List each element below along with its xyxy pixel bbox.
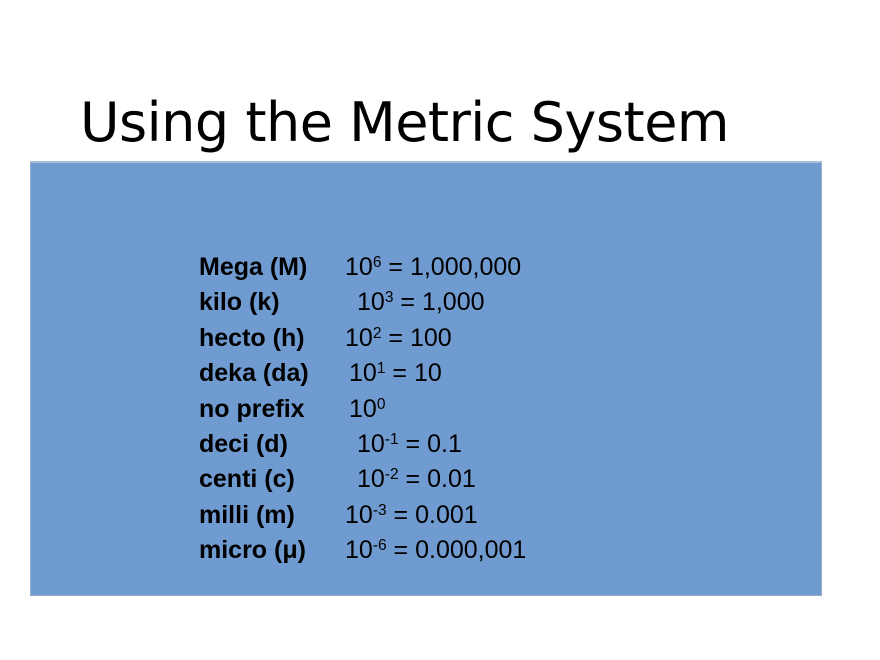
prefix-power: 10-2 = 0.01 [357,462,476,497]
content-panel: Mega (M) 106 = 1,000,000 kilo (k) 103 = 1,… [30,161,822,596]
power-base: 10 [357,465,385,494]
prefix-name: centi (c) [199,465,295,494]
power-base: 10 [345,323,373,352]
page-title: Using the Metric System [80,91,730,154]
power-equals: = [386,536,416,565]
power-exponent: 1 [376,360,386,378]
power-base: 10 [345,500,373,529]
power-value: 0.01 [427,465,476,494]
list-item: no prefix 100 [199,392,799,427]
list-item: deci (d) 10-1 = 0.1 [199,427,799,462]
prefix-power: 106 = 1,000,000 [345,250,521,285]
prefix-power: 10-3 = 0.001 [345,498,478,533]
power-equals: = [381,253,410,281]
power-value: 1,000,000 [409,253,522,281]
power-equals: = [381,323,410,352]
power-equals: = [398,429,428,458]
power-exponent: -3 [372,501,387,519]
power-base: 10 [357,429,385,458]
power-value: 100 [409,323,452,352]
power-equals: = [398,465,428,494]
power-exponent: -2 [384,466,399,484]
power-equals: = [386,500,416,529]
prefix-power: 100 [349,392,385,427]
prefix-name: deka (da) [199,359,309,388]
power-base: 10 [349,359,377,388]
prefix-name: micro (μ) [199,536,306,565]
prefix-name: kilo (k) [199,288,280,317]
power-exponent: 0 [376,395,386,413]
power-equals: = [385,359,414,388]
list-item: hecto (h) 102 = 100 [199,321,799,356]
power-exponent: -6 [372,537,387,555]
power-base: 10 [349,394,377,423]
power-value: 1,000 [421,288,485,317]
power-equals: = [393,288,422,317]
power-base: 10 [357,288,385,317]
power-exponent: -1 [384,430,399,448]
power-value: 0.001 [415,500,478,529]
list-item: micro (μ) 10-6 = 0.000,001 [199,533,799,568]
prefix-name: hecto (h) [199,323,305,352]
prefix-name: deci (d) [199,429,288,458]
power-exponent: 6 [372,253,382,271]
prefix-power: 102 = 100 [345,321,452,356]
power-exponent: 3 [384,289,394,307]
list-item: Mega (M) 106 = 1,000,000 [199,250,799,285]
prefix-power: 10-6 = 0.000,001 [345,533,526,568]
list-item: deka (da) 101 = 10 [199,356,799,391]
prefix-name: milli (m) [199,500,295,529]
power-exponent: 2 [372,324,382,342]
prefix-name: Mega (M) [199,253,308,281]
prefix-name: no prefix [199,394,305,423]
power-value: 0.000,001 [415,536,527,565]
power-base: 10 [345,536,373,565]
prefix-power: 103 = 1,000 [357,285,485,320]
prefix-power: 10-1 = 0.1 [357,427,462,462]
power-base: 10 [345,253,373,281]
power-value: 10 [413,359,442,388]
list-item: kilo (k) 103 = 1,000 [199,285,799,320]
list-item: centi (c) 10-2 = 0.01 [199,462,799,497]
prefix-power: 101 = 10 [349,356,442,391]
power-value: 0.1 [427,429,462,458]
metric-prefix-list: Mega (M) 106 = 1,000,000 kilo (k) 103 = 1,… [199,250,799,569]
list-item: milli (m) 10-3 = 0.001 [199,498,799,533]
